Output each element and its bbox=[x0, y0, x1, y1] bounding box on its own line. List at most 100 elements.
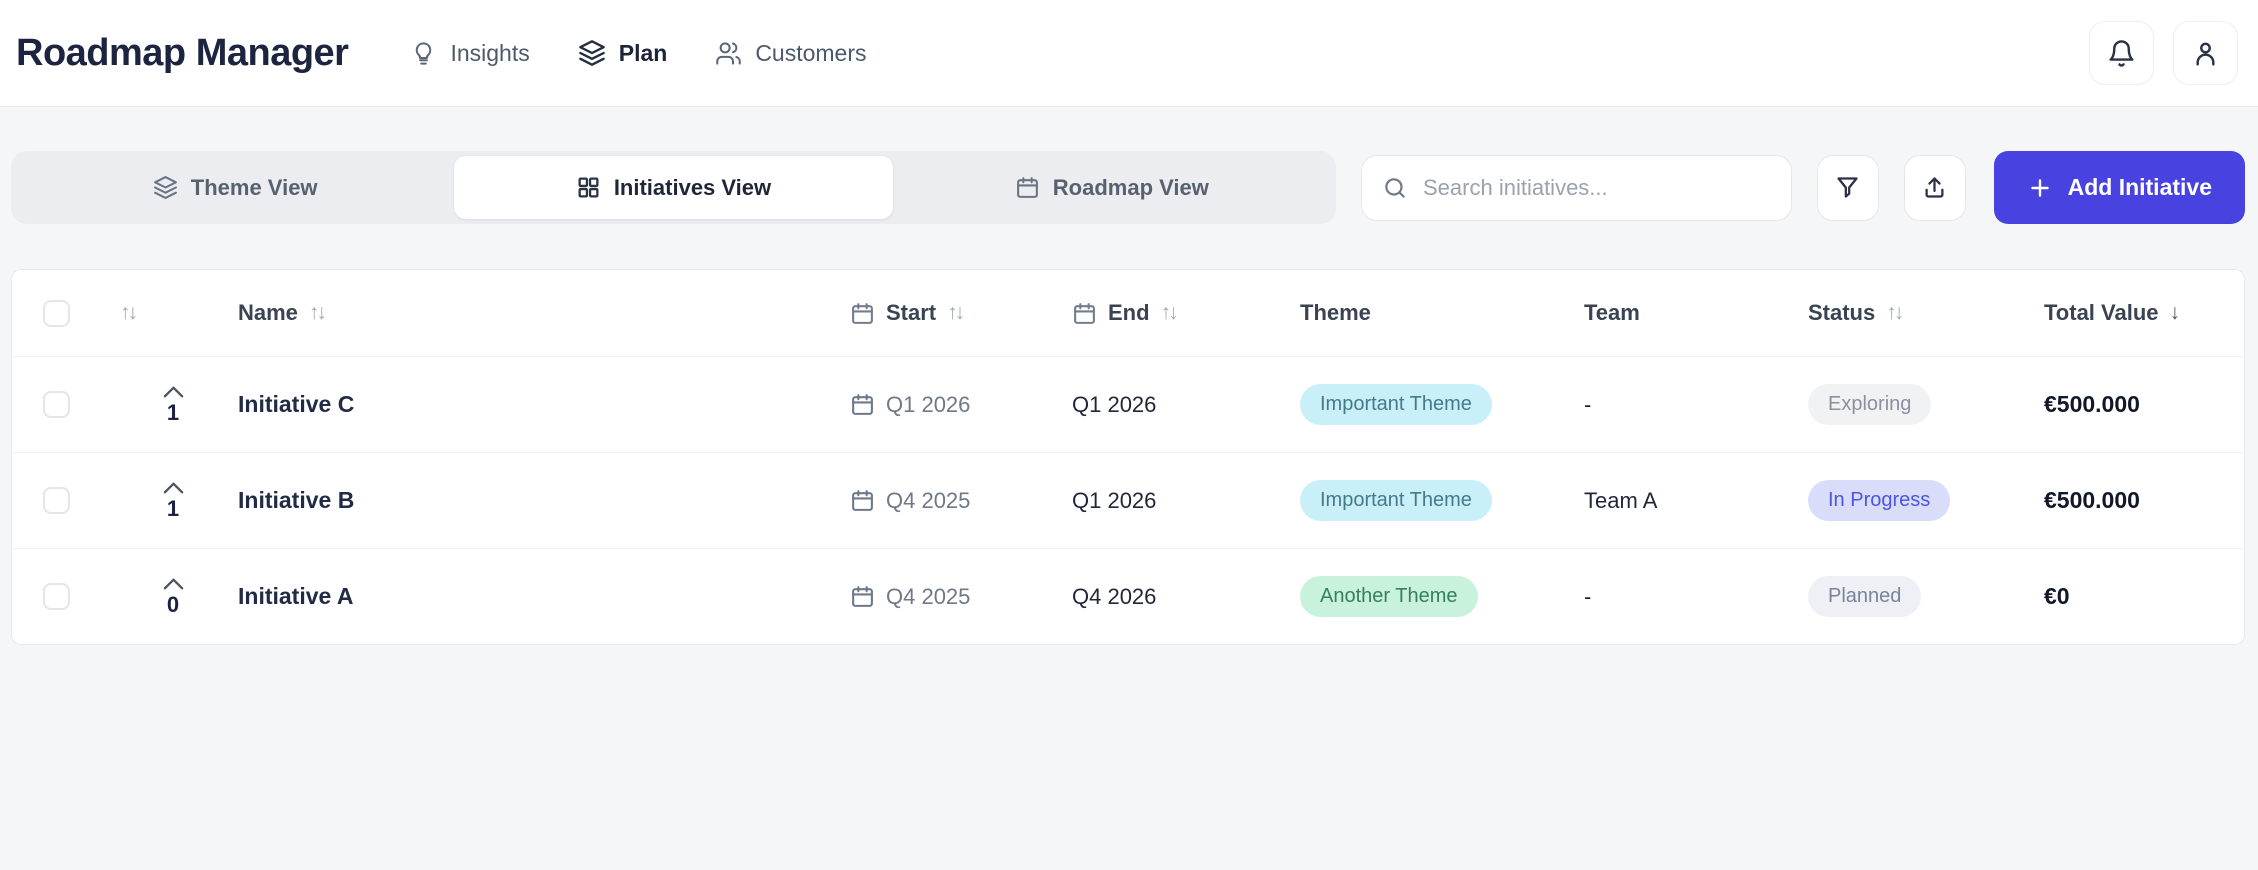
chevron-up-icon[interactable] bbox=[162, 576, 185, 591]
column-label: Team bbox=[1584, 300, 1640, 325]
vote-count: 1 bbox=[166, 399, 180, 425]
users-icon bbox=[715, 40, 742, 67]
initiative-name[interactable]: Initiative B bbox=[238, 487, 355, 513]
app-header: Roadmap Manager Insights Plan bbox=[0, 0, 2258, 107]
chevron-up-icon[interactable] bbox=[162, 480, 185, 495]
start-cell: Q1 2026 bbox=[838, 392, 1060, 418]
header-cell-total-value[interactable]: Total Value ↓ bbox=[2032, 300, 2244, 326]
nav-label: Plan bbox=[618, 39, 668, 66]
initiative-name[interactable]: Initiative C bbox=[238, 391, 355, 417]
header-cell-status[interactable]: Status ↑↓ bbox=[1796, 300, 2032, 326]
bell-icon bbox=[2107, 39, 2136, 68]
add-initiative-button[interactable]: Add Initiative bbox=[1993, 151, 2245, 224]
header-cell-votes[interactable]: ↑↓ bbox=[108, 301, 226, 325]
row-checkbox[interactable] bbox=[43, 487, 70, 514]
table-row: 1 Initiative C Q1 2026 Q1 2026 Important… bbox=[12, 356, 2244, 452]
row-checkbox[interactable] bbox=[43, 583, 70, 610]
end-value: Q1 2026 bbox=[1072, 487, 1157, 513]
column-label: Theme bbox=[1300, 300, 1371, 325]
search-input[interactable] bbox=[1423, 174, 1771, 201]
filter-button[interactable] bbox=[1816, 154, 1879, 221]
theme-badge: Important Theme bbox=[1300, 384, 1492, 425]
layers-icon bbox=[578, 39, 606, 67]
team-value: - bbox=[1584, 391, 1592, 417]
tab-roadmap-view[interactable]: Roadmap View bbox=[893, 156, 1331, 219]
table-header-row: ↑↓ Name ↑↓ Start ↑↓ End ↑↓ Theme bbox=[12, 270, 2244, 356]
nav-item-customers[interactable]: Customers bbox=[715, 39, 867, 67]
sort-icon[interactable]: ↑↓ bbox=[1160, 301, 1179, 324]
row-checkbox[interactable] bbox=[43, 391, 70, 418]
initiatives-table: ↑↓ Name ↑↓ Start ↑↓ End ↑↓ Theme bbox=[11, 269, 2245, 645]
lightbulb-icon bbox=[410, 40, 437, 67]
theme-badge: Important Theme bbox=[1300, 480, 1492, 521]
total-value: €500.000 bbox=[2044, 391, 2140, 417]
start-value: Q4 2025 bbox=[886, 583, 971, 609]
search-box bbox=[1361, 154, 1792, 221]
table-row: 0 Initiative A Q4 2025 Q4 2026 Another T… bbox=[12, 548, 2244, 644]
status-badge: Planned bbox=[1808, 576, 1922, 617]
column-label: Status bbox=[1808, 300, 1876, 325]
tab-label: Initiatives View bbox=[613, 174, 772, 200]
end-value: Q1 2026 bbox=[1072, 391, 1157, 417]
search-icon bbox=[1382, 175, 1408, 201]
sort-icon[interactable]: ↑↓ bbox=[947, 301, 965, 324]
vote-count: 1 bbox=[166, 495, 180, 521]
view-switcher: Theme View Initiatives View Roadmap Vi bbox=[11, 151, 1336, 224]
select-all-checkbox[interactable] bbox=[43, 299, 70, 327]
calendar-icon bbox=[850, 584, 875, 609]
nav-item-plan[interactable]: Plan bbox=[578, 39, 668, 67]
column-label: Total Value bbox=[2044, 300, 2159, 325]
calendar-icon bbox=[850, 301, 875, 326]
initiative-name[interactable]: Initiative A bbox=[238, 583, 354, 609]
table-row: 1 Initiative B Q4 2025 Q1 2026 Important… bbox=[12, 452, 2244, 548]
layers-icon bbox=[153, 175, 178, 200]
header-cell-select bbox=[12, 299, 108, 327]
account-button[interactable] bbox=[2173, 21, 2238, 85]
toolbar: Theme View Initiatives View Roadmap Vi bbox=[11, 151, 2245, 224]
header-actions bbox=[2089, 21, 2238, 85]
column-label: Start bbox=[886, 300, 937, 325]
export-button[interactable] bbox=[1903, 154, 1966, 221]
sort-icon[interactable]: ↑↓ bbox=[1886, 301, 1904, 324]
sort-desc-icon[interactable]: ↓ bbox=[2169, 301, 2181, 324]
header-cell-end[interactable]: End ↑↓ bbox=[1060, 300, 1288, 326]
add-initiative-label: Add Initiative bbox=[2067, 174, 2212, 200]
theme-badge: Another Theme bbox=[1300, 576, 1478, 617]
upload-icon bbox=[1921, 174, 1948, 201]
nav-label: Insights bbox=[450, 39, 530, 66]
upvote-control[interactable]: 0 bbox=[162, 576, 185, 618]
header-cell-start[interactable]: Start ↑↓ bbox=[838, 300, 1060, 326]
tab-theme-view[interactable]: Theme View bbox=[16, 156, 454, 219]
total-value: €0 bbox=[2044, 583, 2070, 609]
sort-icon[interactable]: ↑↓ bbox=[308, 301, 327, 324]
calendar-icon bbox=[1072, 301, 1097, 326]
start-value: Q4 2025 bbox=[886, 487, 971, 513]
column-label: End bbox=[1108, 300, 1150, 325]
sort-icon[interactable]: ↑↓ bbox=[120, 301, 138, 324]
start-value: Q1 2026 bbox=[886, 391, 971, 417]
notifications-button[interactable] bbox=[2089, 21, 2154, 85]
nav-label: Customers bbox=[755, 39, 867, 66]
upvote-control[interactable]: 1 bbox=[162, 384, 185, 426]
chevron-up-icon[interactable] bbox=[162, 384, 185, 399]
plus-icon bbox=[2027, 175, 2053, 201]
nav-item-insights[interactable]: Insights bbox=[410, 39, 530, 67]
header-cell-name[interactable]: Name ↑↓ bbox=[226, 300, 838, 326]
status-badge: Exploring bbox=[1808, 384, 1932, 425]
end-value: Q4 2026 bbox=[1072, 583, 1157, 609]
tab-label: Theme View bbox=[190, 174, 318, 200]
column-label: Name bbox=[238, 300, 298, 325]
upvote-control[interactable]: 1 bbox=[162, 480, 185, 522]
start-cell: Q4 2025 bbox=[838, 488, 1060, 514]
user-icon bbox=[2191, 39, 2220, 68]
grid-icon bbox=[576, 175, 601, 200]
vote-count: 0 bbox=[166, 591, 180, 617]
app-title: Roadmap Manager bbox=[16, 31, 349, 74]
tab-initiatives-view[interactable]: Initiatives View bbox=[454, 156, 893, 219]
status-badge: In Progress bbox=[1808, 480, 1951, 521]
main-nav: Insights Plan Customers bbox=[410, 39, 867, 67]
total-value: €500.000 bbox=[2044, 487, 2140, 513]
team-value: Team A bbox=[1584, 487, 1658, 513]
team-value: - bbox=[1584, 583, 1592, 609]
calendar-icon bbox=[1015, 175, 1040, 200]
